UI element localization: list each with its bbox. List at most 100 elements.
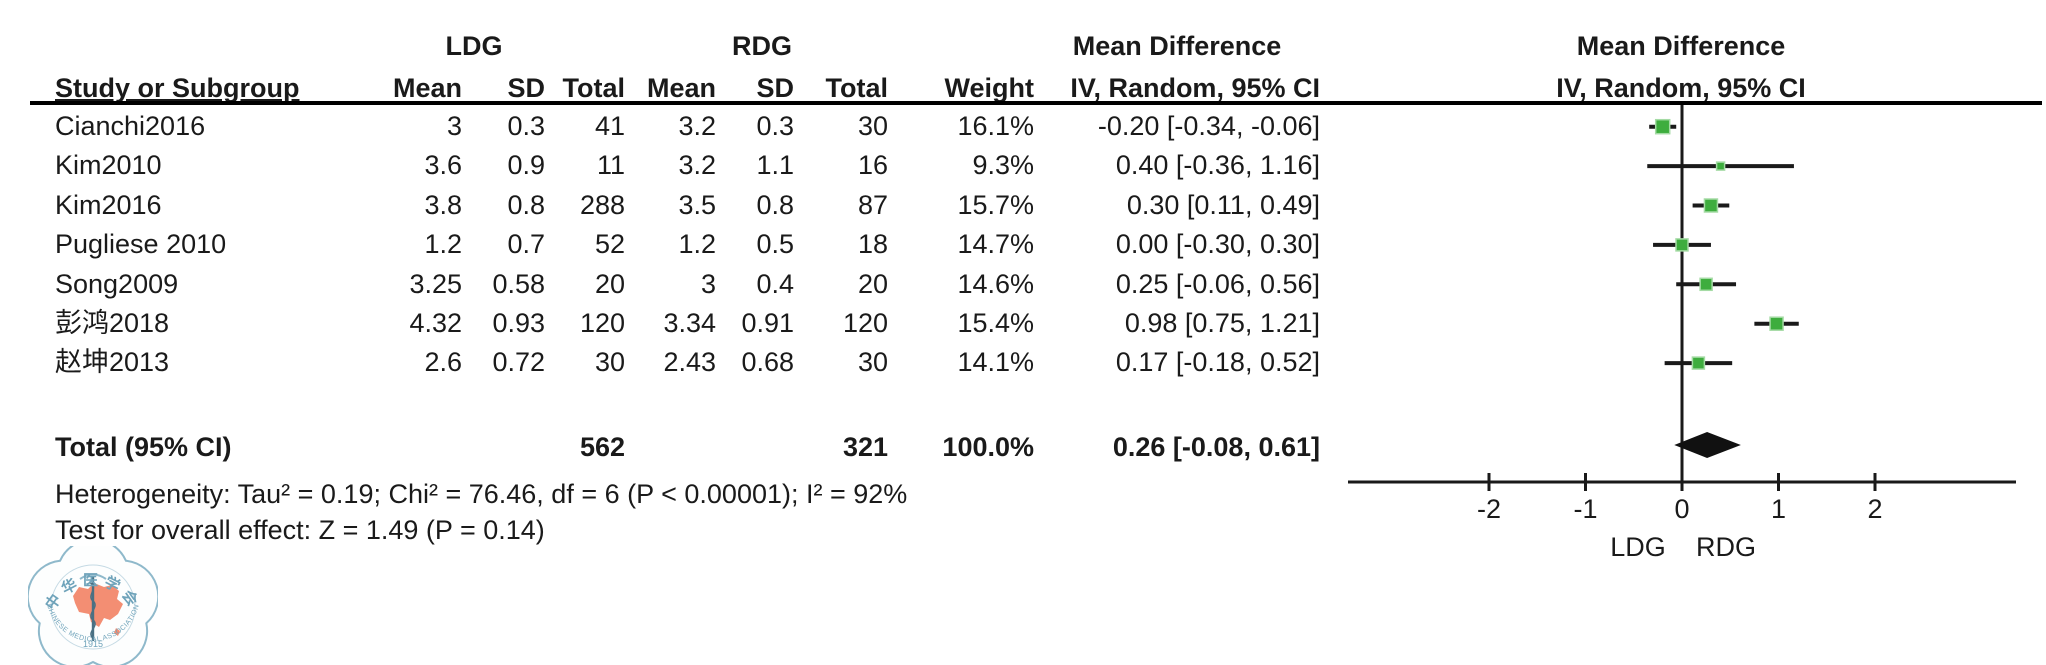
cell-study: Kim2010: [55, 150, 162, 181]
forest-plot-canvas: -2 -1 0 1 2 LDG RDG: [1348, 105, 2016, 562]
col-header-weight: Weight: [944, 73, 1035, 103]
cell-weight: 16.1%: [957, 111, 1034, 141]
cell-mean1: 3.8: [424, 189, 462, 220]
logo-wings: [79, 573, 107, 580]
cell-sd1: 0.8: [507, 189, 545, 220]
table-row: Pugliese 2010 1.2 0.7 52 1.2 0.5 18 14.7% 0.00 […: [0, 225, 1330, 264]
cell-mean1: 4.32: [409, 308, 462, 338]
cell-mean2: 3.34: [663, 308, 716, 338]
cell-sd1: 0.93: [492, 308, 545, 338]
table-row: 彭鸿2018 4.32 0.93 120 3.34 0.91 120 15.4% 0.98 [0…: [0, 304, 1330, 343]
cell-sd1: 0.72: [492, 347, 545, 378]
effect-marker: [1703, 198, 1719, 213]
cell-mean2: 2.43: [663, 347, 716, 378]
cell-sd1: 0.9: [507, 150, 545, 181]
table-method-header: IV, Random, 95% CI: [1070, 73, 1320, 103]
cell-mean1: 1.2: [424, 229, 462, 260]
logo-snake: [88, 581, 96, 639]
plot-md-header: Mean Difference: [1576, 31, 1786, 61]
total-weight: 100.0%: [942, 432, 1034, 462]
cell-weight: 9.3%: [972, 150, 1034, 181]
cell-total1: 120: [579, 308, 625, 338]
cell-total1: 30: [594, 347, 625, 378]
header-divider-line: [30, 101, 2042, 105]
cell-mean1: 3: [446, 111, 462, 141]
cell-sd2: 0.68: [741, 347, 794, 378]
cell-mean2: 3: [700, 268, 716, 299]
axis-tick-label: -1: [1573, 494, 1597, 524]
axis-tick-label: 2: [1867, 494, 1882, 524]
cell-sd2: 0.3: [756, 111, 794, 141]
cell-sd1: 0.7: [507, 229, 545, 260]
cell-total2: 16: [857, 150, 888, 181]
logo-china-map: [73, 583, 123, 627]
cell-total1: 288: [579, 189, 625, 220]
favours-left-label: LDG: [1610, 532, 1666, 562]
cell-ci: 0.25 [-0.06, 0.56]: [1115, 268, 1320, 299]
logo-taiwan: [114, 628, 120, 636]
col-header-mean-ldg: Mean: [392, 73, 462, 103]
cell-study: Cianchi2016: [55, 111, 206, 141]
cell-study: Song2009: [55, 268, 179, 299]
cell-total2: 18: [857, 229, 888, 260]
favours-right-label: RDG: [1696, 532, 1756, 562]
cell-total1: 52: [594, 229, 625, 260]
total-label: Total (95% CI): [55, 432, 232, 462]
cell-study: Kim2016: [55, 189, 162, 220]
cell-sd2: 1.1: [756, 150, 794, 181]
cell-ci: -0.20 [-0.34, -0.06]: [1097, 111, 1320, 141]
table-row: 赵坤2013 2.6 0.72 30 2.43 0.68 30 14.1% 0.17 [-0.1…: [0, 343, 1330, 382]
cell-mean2: 1.2: [678, 229, 716, 260]
axis-tick-label: 0: [1674, 494, 1689, 524]
cell-weight: 14.7%: [957, 229, 1034, 260]
cell-total2: 30: [857, 347, 888, 378]
cell-mean2: 3.2: [678, 111, 716, 141]
col-header-sd-ldg: SD: [507, 73, 545, 103]
total-ldg-n: 562: [579, 432, 625, 462]
table-md-header: Mean Difference: [1072, 31, 1282, 61]
cell-sd2: 0.91: [741, 308, 794, 338]
total-row: Total (95% CI) 562 321 100.0% 0.26 [-0.0…: [0, 428, 1330, 467]
table-row: Song2009 3.25 0.58 20 3 0.4 20 14.6% 0.25 [-0.06…: [0, 265, 1330, 304]
overall-effect-note: Test for overall effect: Z = 1.49 (P = 0…: [55, 515, 545, 545]
cell-mean2: 3.5: [678, 189, 716, 220]
effect-marker: [1691, 356, 1706, 370]
effect-marker: [1675, 238, 1689, 252]
cell-weight: 15.4%: [957, 308, 1034, 338]
cell-total1: 20: [594, 268, 625, 299]
col-header-mean-rdg: Mean: [646, 73, 716, 103]
cell-mean1: 3.25: [409, 268, 462, 299]
cell-sd2: 0.4: [756, 268, 794, 299]
cell-total2: 120: [842, 308, 888, 338]
cell-total1: 41: [594, 111, 625, 141]
cell-weight: 14.1%: [957, 347, 1034, 378]
total-diamond: [1674, 432, 1741, 458]
group-header-ldg: LDG: [445, 31, 503, 61]
col-header-total-rdg: Total: [825, 73, 889, 103]
cell-ci: 0.30 [0.11, 0.49]: [1126, 189, 1320, 220]
table-row: Kim2016 3.8 0.8 288 3.5 0.8 87 15.7% 0.30 [0.11,…: [0, 186, 1330, 225]
logo-year: 1915: [83, 639, 103, 649]
cma-logo: 中华医学会 1915 CHINESE MEDICAL ASSOCIATION: [28, 546, 158, 665]
cell-sd1: 0.58: [492, 268, 545, 299]
cell-ci: 0.17 [-0.18, 0.52]: [1115, 347, 1320, 378]
cell-total1: 11: [596, 150, 625, 181]
table-row: Cianchi2016 3 0.3 41 3.2 0.3 30 16.1% -0.20 [-0.…: [0, 107, 1330, 146]
cell-mean1: 2.6: [424, 347, 462, 378]
cell-total2: 87: [857, 189, 888, 220]
cell-sd2: 0.5: [756, 229, 794, 260]
col-header-study: Study or Subgroup: [55, 73, 300, 103]
cell-ci: 0.98 [0.75, 1.21]: [1124, 308, 1320, 338]
cell-study: 彭鸿2018: [55, 308, 170, 338]
group-header-rdg: RDG: [732, 31, 792, 61]
cell-study: Pugliese 2010: [55, 229, 227, 260]
logo-inner-ring: [50, 564, 136, 650]
total-ci: 0.26 [-0.08, 0.61]: [1112, 432, 1320, 462]
cell-study: 赵坤2013: [55, 347, 170, 378]
heterogeneity-note: Heterogeneity: Tau² = 0.19; Chi² = 76.46…: [55, 479, 908, 509]
cell-mean1: 3.6: [424, 150, 462, 181]
axis-tick-label: -2: [1477, 494, 1501, 524]
cell-sd2: 0.8: [756, 189, 794, 220]
cell-sd1: 0.3: [507, 111, 545, 141]
